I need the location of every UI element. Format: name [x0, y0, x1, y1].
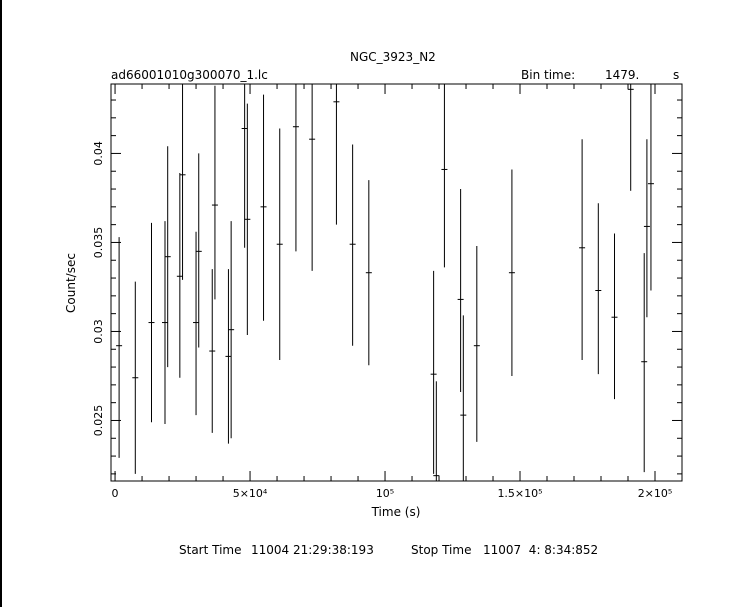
x-tick-label: 2×10⁵	[638, 487, 673, 500]
data-points	[116, 84, 654, 481]
stop-time-value: 11007 4: 8:34:852	[483, 543, 599, 557]
x-tick-label: 1.5×10⁵	[497, 487, 542, 500]
bin-time-value: 1479.	[605, 68, 640, 82]
window-left-border	[0, 0, 2, 607]
x-tick-label: 5×10⁴	[233, 487, 268, 500]
plot-frame	[110, 83, 683, 482]
chart-title: NGC_3923_N2	[350, 50, 436, 64]
x-tick-label: 0	[112, 487, 119, 500]
x-tick-label: 10⁵	[376, 487, 394, 500]
lightcurve-filename: ad66001010g300070_1.lc	[111, 68, 268, 82]
y-tick-label: 0.04	[92, 141, 105, 166]
bin-time-label: Bin time:	[521, 68, 576, 82]
y-tick-label: 0.035	[92, 227, 105, 259]
x-axis-label: Time (s)	[371, 505, 421, 519]
start-time-label: Start Time	[179, 543, 242, 557]
stop-time-label: Stop Time	[411, 543, 472, 557]
bin-time-unit: s	[673, 68, 680, 82]
axis-ticks	[111, 84, 682, 481]
axis-tick-labels: 0 5×10⁴ 10⁵ 1.5×10⁵ 2×10⁵ 0.025 0.03 0.035 0.04	[92, 141, 672, 500]
y-axis-label: Count/sec	[64, 253, 78, 313]
y-tick-label: 0.03	[92, 319, 105, 344]
start-time-value: 11004 21:29:38:193	[251, 543, 374, 557]
y-tick-label: 0.025	[92, 405, 105, 437]
